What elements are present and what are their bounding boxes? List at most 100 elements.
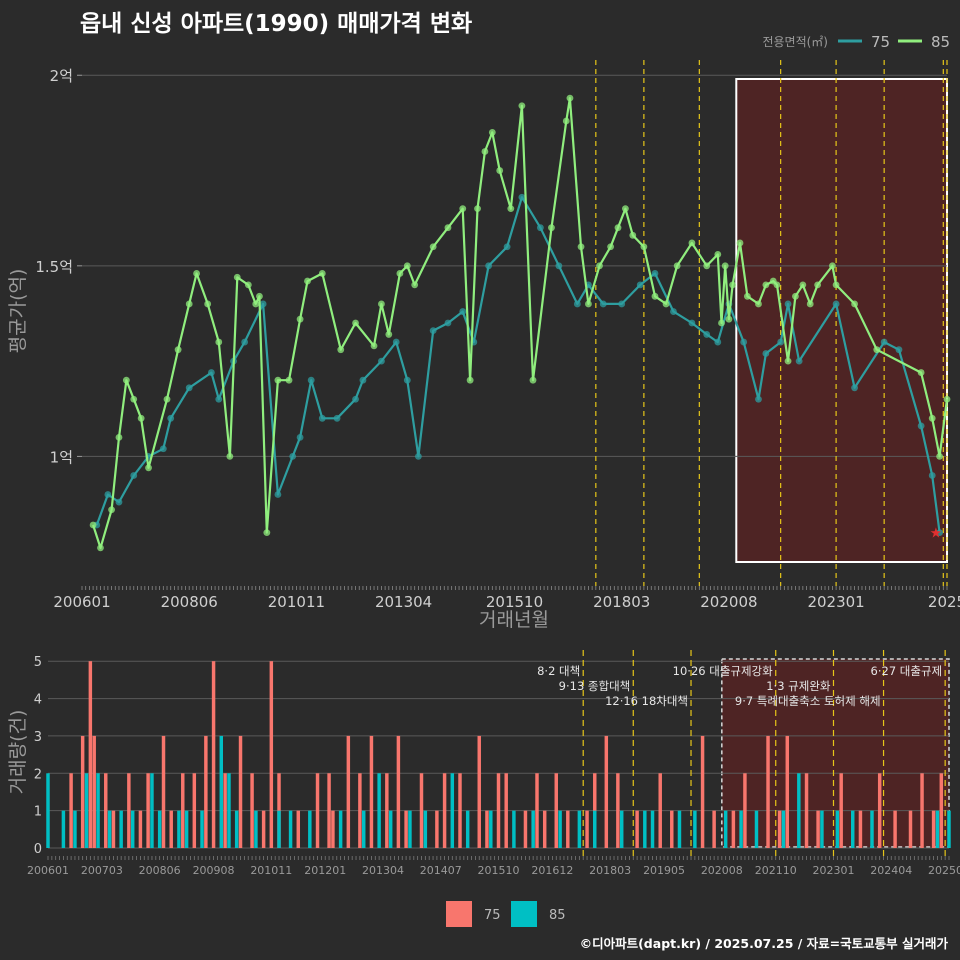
data-point-85	[873, 346, 881, 354]
data-point-75	[115, 498, 123, 506]
data-point-75	[159, 445, 167, 453]
volume-bar-75	[92, 735, 96, 848]
data-point-85	[474, 205, 481, 213]
volume-bar-75	[161, 735, 166, 848]
volume-bar-85	[227, 773, 231, 848]
data-point-85	[378, 300, 385, 308]
y-tick-label: 1억	[50, 448, 73, 466]
latest-marker: ★	[930, 526, 943, 542]
data-point-85	[662, 300, 670, 308]
volume-bar-85	[781, 810, 786, 848]
data-point-75	[518, 193, 526, 201]
data-point-75	[832, 300, 840, 308]
data-point-85	[185, 300, 193, 308]
volume-bar-75	[658, 773, 662, 848]
volume-bar-75	[939, 773, 944, 848]
volume-bar-85	[107, 810, 112, 848]
volume-bar-85	[677, 810, 682, 848]
volume-bar-85	[308, 810, 312, 848]
volume-bar-75	[554, 773, 558, 848]
data-point-85	[928, 414, 936, 422]
volume-bar-85	[219, 735, 224, 848]
source-footer: ©디아파트(dapt.kr) / 2025.07.25 / 자료=국토교통부 실…	[579, 936, 948, 951]
data-point-85	[725, 315, 733, 323]
data-point-75	[917, 422, 925, 430]
volume-bar-85	[593, 810, 597, 848]
data-point-75	[215, 395, 223, 403]
data-point-85	[252, 300, 260, 308]
data-point-85	[832, 281, 840, 289]
data-point-75	[740, 338, 748, 346]
volume-bar-75	[442, 773, 447, 848]
volume-bar-75	[542, 810, 547, 848]
volume-bar-75	[712, 810, 716, 848]
data-point-85	[743, 292, 751, 300]
data-point-75	[851, 384, 858, 392]
event-label: 10·26 대출규제강화	[673, 664, 773, 678]
volume-x-tick-label: 202301	[812, 864, 854, 877]
volume-bar-85	[130, 810, 135, 848]
volume-bar-75	[223, 773, 227, 848]
volume-x-tick-label: 200703	[81, 864, 123, 877]
bar-legend-label-85: 85	[549, 908, 566, 923]
volume-bar-85	[84, 773, 89, 848]
data-point-85	[518, 102, 526, 110]
volume-bar-75	[670, 810, 674, 848]
data-point-85	[370, 342, 378, 350]
volume-bar-75	[920, 773, 924, 848]
event-label: 12·16 18차대책	[605, 694, 688, 708]
data-point-85	[226, 453, 234, 460]
data-point-85	[122, 376, 130, 384]
data-point-85	[488, 129, 496, 136]
volume-bar-75	[893, 810, 897, 848]
data-point-85	[721, 262, 729, 270]
data-point-75	[573, 300, 581, 308]
data-point-75	[104, 491, 112, 498]
data-point-85	[233, 273, 241, 281]
volume-bar-75	[458, 773, 462, 848]
data-point-75	[503, 243, 511, 251]
volume-bar-85	[947, 810, 951, 848]
data-point-85	[629, 231, 637, 239]
data-point-85	[640, 243, 648, 251]
volume-bar-85	[465, 810, 470, 848]
data-point-85	[614, 224, 622, 232]
volume-bar-75	[269, 661, 274, 848]
data-point-75	[259, 300, 267, 308]
data-point-85	[318, 270, 326, 277]
volume-bar-85	[338, 810, 343, 848]
volume-bar-75	[931, 810, 936, 848]
data-point-75	[784, 300, 792, 308]
data-point-85	[507, 205, 515, 213]
data-point-85	[403, 262, 411, 270]
x-tick-label: 201011	[268, 593, 325, 611]
data-point-85	[562, 117, 570, 125]
data-point-85	[396, 270, 404, 277]
data-point-75	[130, 472, 138, 479]
x-tick-label: 200806	[161, 593, 218, 611]
data-point-85	[174, 346, 182, 354]
data-point-75	[688, 319, 696, 327]
volume-bar-75	[535, 773, 539, 848]
volume-bar-75	[385, 773, 389, 848]
data-point-85	[773, 281, 781, 289]
volume-bar-75	[369, 735, 374, 848]
data-point-85	[792, 292, 799, 300]
volume-bar-75	[111, 810, 116, 848]
volume-bar-85	[693, 810, 697, 848]
volume-x-tick-label: 202507	[928, 864, 960, 877]
volume-bar-75	[804, 773, 809, 848]
data-point-75	[359, 376, 367, 384]
data-point-85	[296, 315, 304, 323]
data-point-85	[481, 148, 489, 155]
volume-bar-85	[489, 810, 493, 848]
data-point-75	[241, 338, 249, 346]
volume-bar-85	[61, 810, 66, 848]
data-point-75	[777, 338, 785, 346]
event-label: 8·2 대책	[537, 664, 580, 678]
data-point-85	[566, 94, 574, 102]
volume-bar-75	[261, 810, 266, 848]
series-line-75	[95, 196, 941, 533]
